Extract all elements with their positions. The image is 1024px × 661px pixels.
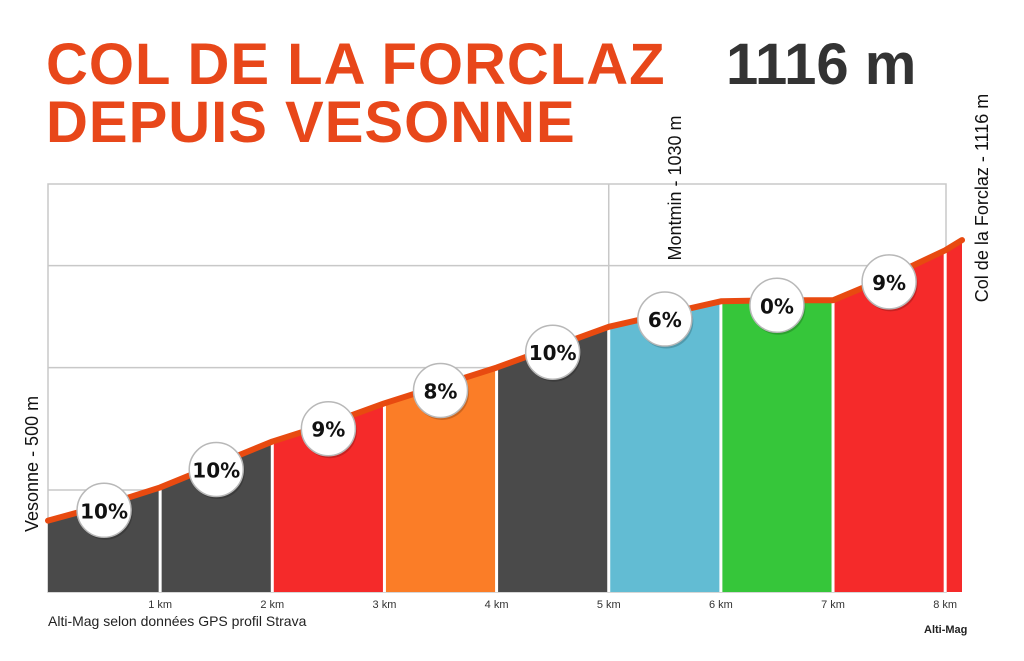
gradient-badge: 10% — [188, 441, 245, 499]
waypoint-label: Col de la Forclaz - 1116 m — [972, 94, 992, 302]
gradient-label: 8% — [424, 379, 458, 403]
page-title: COL DE LA FORCLAZ — [46, 32, 666, 97]
waypoint-label: Vesonne - 500 m — [22, 396, 42, 532]
waypoint-label: Montmin - 1030 m — [665, 115, 685, 260]
gradient-badge: 9% — [861, 254, 918, 312]
x-axis-ticks: 1 km 2 km 3 km 4 km 5 km 6 km 7 km 8 km — [148, 599, 957, 611]
x-tick-label: 6 km — [709, 599, 733, 611]
badge-circle — [749, 277, 805, 334]
gradient-badge: 10% — [524, 324, 582, 382]
segment-area-3 — [272, 403, 385, 592]
badge-circle — [637, 291, 693, 347]
badge-circle — [188, 441, 244, 498]
gradient-badge: 8% — [412, 362, 470, 420]
summit-altitude: 1116 m — [726, 32, 917, 97]
x-tick-label: 2 km — [260, 599, 284, 611]
segment-fills — [48, 240, 962, 593]
badge-circle — [76, 482, 132, 539]
gradient-badge: 9% — [300, 400, 357, 459]
gradient-label: 10% — [529, 341, 577, 365]
segment-area-8 — [833, 250, 946, 593]
gradient-label: 9% — [872, 271, 906, 295]
gradient-badge: 10% — [76, 482, 133, 540]
gradient-badges: 10% 10% 9% 8% 10% 6% 0% 9% — [76, 254, 918, 540]
badge-circle — [412, 362, 469, 419]
badge-circle — [524, 324, 581, 380]
x-tick-label: 3 km — [373, 599, 397, 611]
gradient-label: 9% — [311, 418, 345, 442]
segment-area-4 — [384, 367, 497, 592]
segment-area-7 — [720, 300, 834, 592]
segment-separators — [158, 250, 947, 592]
brand-logo: Alti-Mag — [924, 624, 968, 636]
gradient-label: 10% — [192, 459, 240, 483]
segment-area-9 — [945, 240, 962, 592]
x-tick-label: 7 km — [821, 599, 845, 611]
gradient-label: 0% — [760, 294, 794, 318]
badge-circle — [300, 400, 357, 457]
gradient-badge: 6% — [637, 291, 694, 349]
waypoint-labels: Vesonne - 500 m Montmin - 1030 m Col de la… — [22, 94, 992, 532]
gradient-badge: 0% — [749, 277, 806, 335]
segment-area-6 — [608, 301, 721, 592]
x-tick-label: 8 km — [933, 599, 957, 611]
x-tick-label: 5 km — [597, 599, 621, 611]
badge-circle — [861, 254, 917, 310]
gradient-label: 10% — [80, 499, 128, 523]
page-subtitle: DEPUIS VESONNE — [46, 90, 576, 155]
x-tick-label: 4 km — [485, 599, 509, 611]
data-credit: Alti-Mag selon données GPS profil Strava — [48, 613, 307, 629]
x-tick-label: 1 km — [148, 599, 172, 611]
segment-area-5 — [496, 326, 609, 592]
gradient-label: 6% — [648, 308, 682, 332]
